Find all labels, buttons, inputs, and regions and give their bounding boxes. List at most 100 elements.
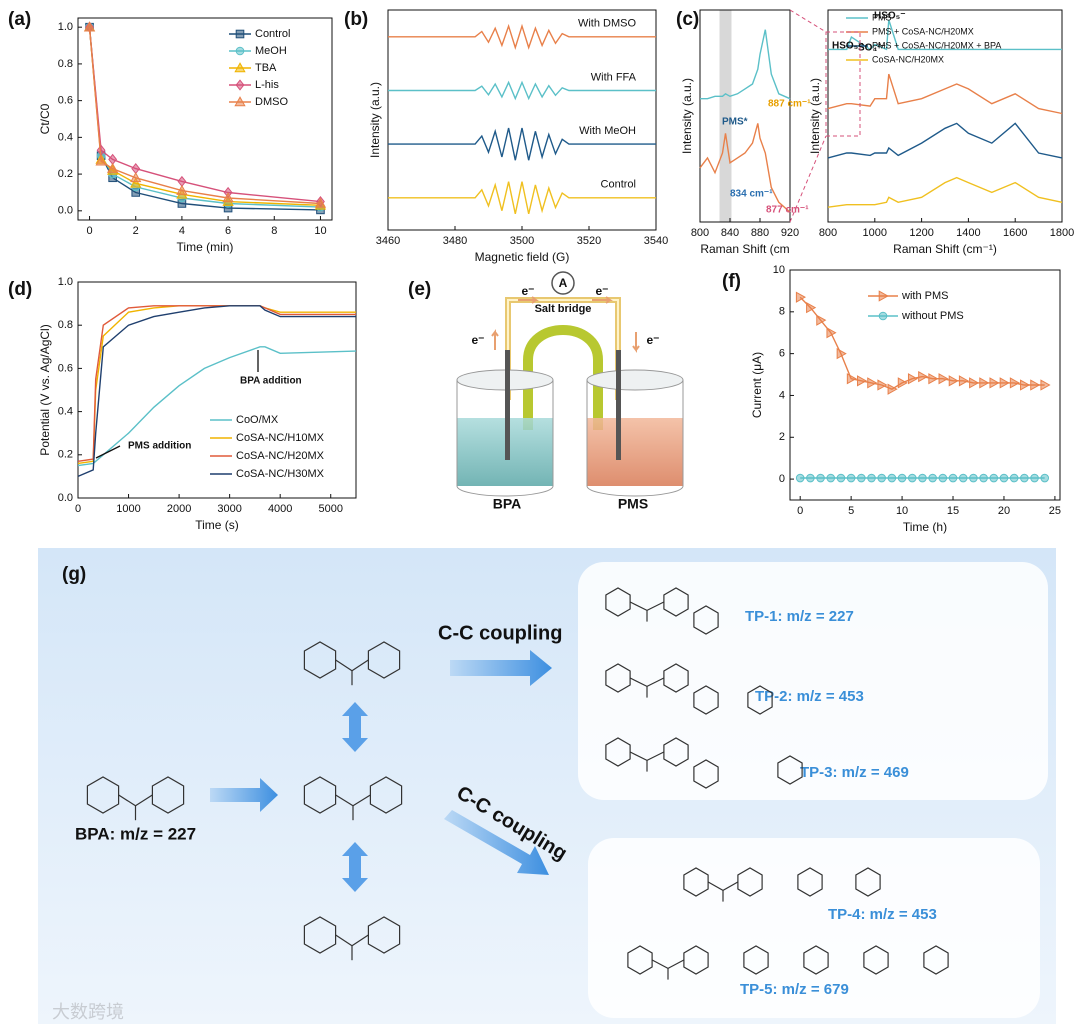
marker xyxy=(1009,473,1019,483)
x-tick-label: 1600 xyxy=(1003,227,1027,239)
benzene-ring xyxy=(303,916,337,954)
marker xyxy=(897,473,907,483)
marker xyxy=(176,184,188,195)
resonance-arrow xyxy=(342,842,368,892)
x-tick-label: 0 xyxy=(75,503,81,515)
y-tick-label: 0.8 xyxy=(58,319,73,331)
benzene-ring xyxy=(663,587,689,617)
marker xyxy=(867,377,878,389)
marker xyxy=(948,473,958,483)
series-line xyxy=(827,122,1063,159)
x-axis-label: Time (min) xyxy=(177,240,234,254)
legend-label: CoO/MX xyxy=(236,414,279,426)
x-axis-label: Time (s) xyxy=(195,518,239,532)
y-axis-label: Intensity (a.u.) xyxy=(680,78,694,154)
legend-label: Control xyxy=(255,28,290,40)
marker xyxy=(989,473,999,483)
y-tick-label: 2 xyxy=(779,431,785,443)
marker xyxy=(1020,379,1031,391)
bond xyxy=(335,934,353,947)
bond xyxy=(722,881,739,891)
product-box xyxy=(588,838,1040,1018)
marker xyxy=(918,473,927,483)
series-label: With MeOH xyxy=(579,125,636,137)
x-tick-label: 5000 xyxy=(318,503,342,515)
benzene-ring xyxy=(605,663,631,693)
arrow xyxy=(444,810,549,875)
marker xyxy=(969,377,980,389)
electron-label: e⁻ xyxy=(521,284,534,298)
bond xyxy=(646,677,665,687)
arrow xyxy=(491,329,499,350)
series-label: Control xyxy=(601,179,636,191)
marker xyxy=(846,473,856,483)
benzene-ring xyxy=(86,776,120,814)
chart: 800 840 880 920 (c) Raman Shift (cm Intensity … xyxy=(676,9,811,256)
benzene-ring xyxy=(693,605,719,635)
x-tick-label: 1200 xyxy=(909,227,933,239)
beaker xyxy=(586,380,684,497)
marker xyxy=(979,377,990,389)
marker xyxy=(816,473,825,483)
electron-label: e⁻ xyxy=(471,333,484,347)
series-line xyxy=(828,19,1062,51)
x-tick-label: 10 xyxy=(314,225,326,237)
legend-label: with PMS xyxy=(901,290,948,302)
y-tick-label: 10 xyxy=(773,264,785,276)
legend-label: PMS xyxy=(872,12,892,22)
panel-label: (a) xyxy=(8,9,31,30)
marker xyxy=(897,377,908,389)
x-tick-label: 5 xyxy=(848,505,854,517)
x-axis-label: Raman Shift (cm xyxy=(700,242,789,256)
highlight-band xyxy=(719,10,732,222)
series-line xyxy=(77,305,356,478)
benzene-ring xyxy=(303,641,337,679)
marker xyxy=(1030,473,1039,483)
bond xyxy=(667,959,685,969)
marker xyxy=(235,29,245,39)
y-axis-label: Current (μA) xyxy=(750,352,764,418)
x-tick-label: 8 xyxy=(271,225,277,237)
benzene-ring xyxy=(863,945,889,975)
series-line xyxy=(388,181,656,215)
x-tick-label: 0 xyxy=(86,225,92,237)
arrow xyxy=(592,296,613,304)
chart: 3460 3480 3500 3520 3540 (b) Magnetic field (G… xyxy=(344,9,668,264)
marker xyxy=(795,473,805,483)
marker xyxy=(878,290,889,302)
cell-label: BPA xyxy=(493,496,522,512)
legend-label: TBA xyxy=(255,62,277,74)
salt-bridge xyxy=(523,325,603,430)
marker xyxy=(887,473,897,483)
decoration xyxy=(789,9,827,33)
benzene-ring xyxy=(663,663,689,693)
legend-label: PMS + CoSA-NC/H20MX xyxy=(872,26,974,36)
x-tick-label: 2 xyxy=(133,225,139,237)
x-tick-label: 25 xyxy=(1049,505,1061,517)
marker xyxy=(907,373,919,385)
decoration xyxy=(789,135,827,223)
x-tick-label: 6 xyxy=(225,225,231,237)
marker xyxy=(826,327,837,339)
legend-label: PMS + CoSA-NC/H20MX + BPA xyxy=(872,40,1001,50)
chart: 0 2 4 6 8 10 0.0 0.2 0.4 0.6 0.8 1.0 (a) Time (min) Ct… xyxy=(8,9,333,254)
benzene-ring xyxy=(803,945,829,975)
electrode xyxy=(505,350,510,460)
marker xyxy=(1040,379,1051,391)
beaker xyxy=(586,369,684,391)
y-axis-label: Intensity (a.u.) xyxy=(808,78,822,154)
series-label: With DMSO xyxy=(578,18,637,30)
series-line xyxy=(827,176,1063,208)
series-line xyxy=(388,23,656,50)
marker xyxy=(907,473,917,483)
annotation: 877 cm⁻¹ xyxy=(766,205,809,216)
marker xyxy=(857,375,868,387)
product-label: TP-4: m/z = 453 xyxy=(828,906,937,923)
marker xyxy=(918,370,929,383)
legend-label: DMSO xyxy=(255,96,288,108)
plot-frame xyxy=(827,9,1063,223)
marker xyxy=(234,96,246,107)
beaker xyxy=(456,380,554,497)
x-axis-label: Raman Shift (cm⁻¹) xyxy=(893,242,997,256)
